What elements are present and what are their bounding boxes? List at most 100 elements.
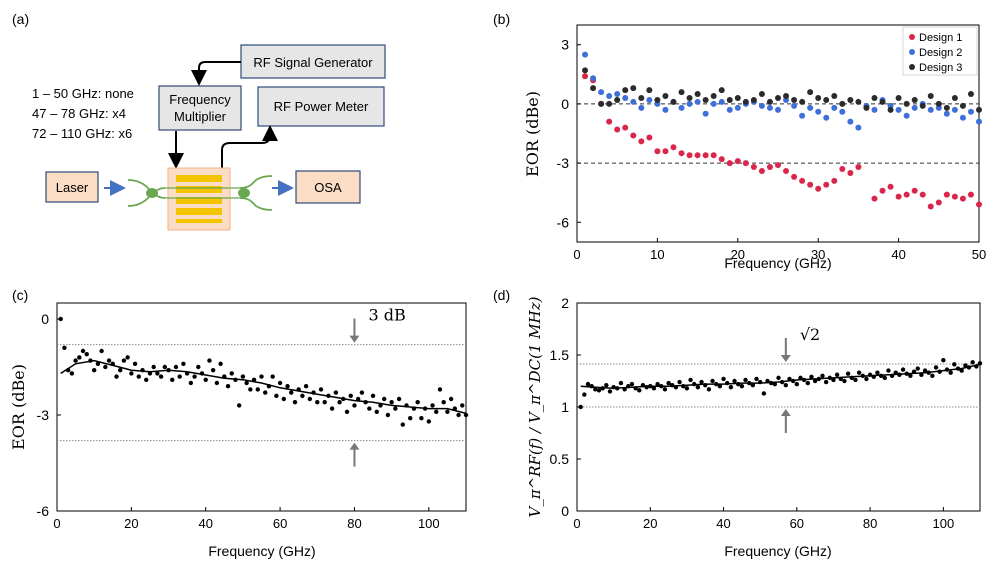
point-design-2 bbox=[823, 114, 830, 121]
data-point bbox=[463, 412, 469, 418]
data-point bbox=[963, 363, 968, 368]
point-design-3 bbox=[582, 67, 589, 74]
point-design-3 bbox=[959, 102, 966, 109]
data-point bbox=[761, 391, 767, 396]
point-design-1 bbox=[614, 126, 621, 133]
point-design-3 bbox=[919, 102, 926, 109]
trend-line bbox=[580, 363, 981, 390]
point-design-3 bbox=[702, 96, 709, 103]
laser-label: Laser bbox=[56, 180, 89, 195]
data-point bbox=[62, 345, 67, 350]
data-point bbox=[655, 381, 660, 387]
chart-d: (d) 0 20 40 60 80 100 0 0.5 1 1.5 2 √2 Frequency (… bbox=[493, 287, 983, 559]
point-design-2 bbox=[766, 104, 773, 111]
osa-label: OSA bbox=[314, 180, 342, 195]
y-tick-label: -6 bbox=[37, 503, 50, 519]
data-point bbox=[677, 379, 682, 385]
point-design-2 bbox=[646, 96, 653, 103]
data-point bbox=[151, 364, 156, 370]
chart-c: (c) 0 20 40 60 80 100 0 -3 -6 3 dB Frequency (GH… bbox=[9, 287, 469, 559]
data-point bbox=[593, 387, 598, 392]
band-note-2: 47 – 78 GHz: x4 bbox=[32, 106, 126, 121]
data-point bbox=[915, 366, 920, 371]
point-design-3 bbox=[734, 94, 741, 101]
y-tick-label: 1.5 bbox=[550, 347, 570, 363]
point-design-3 bbox=[662, 93, 669, 100]
point-design-1 bbox=[766, 164, 773, 171]
point-design-3 bbox=[815, 94, 822, 101]
point-design-3 bbox=[951, 94, 958, 101]
point-design-3 bbox=[783, 93, 790, 100]
rf-power-meter-label: RF Power Meter bbox=[274, 99, 369, 114]
point-design-3 bbox=[799, 98, 806, 105]
point-design-1 bbox=[943, 191, 950, 198]
point-design-2 bbox=[758, 102, 765, 109]
point-design-1 bbox=[654, 148, 661, 155]
chart-d-annotation: √2 bbox=[780, 325, 820, 433]
x-tick-label: 40 bbox=[198, 516, 212, 531]
data-point bbox=[415, 400, 420, 405]
data-point bbox=[393, 406, 398, 411]
data-point bbox=[132, 361, 138, 366]
data-point bbox=[69, 371, 75, 376]
annotation-label: 3 dB bbox=[368, 306, 405, 325]
y-tick-label: 1 bbox=[561, 399, 569, 415]
point-design-3 bbox=[694, 91, 701, 98]
data-point bbox=[864, 376, 869, 382]
data-point bbox=[607, 389, 613, 394]
point-design-2 bbox=[911, 104, 918, 111]
data-point bbox=[170, 377, 175, 382]
data-point bbox=[348, 393, 353, 398]
point-design-3 bbox=[879, 98, 886, 105]
point-design-2 bbox=[662, 106, 669, 113]
point-design-1 bbox=[710, 152, 717, 159]
data-point bbox=[717, 384, 723, 389]
data-point bbox=[578, 404, 583, 410]
point-design-2 bbox=[855, 124, 862, 131]
data-point bbox=[73, 358, 78, 363]
data-point bbox=[604, 382, 609, 388]
rf-power-meter-box bbox=[257, 86, 385, 127]
data-point bbox=[255, 387, 260, 392]
point-design-3 bbox=[927, 93, 934, 100]
annotation-arrowhead-up bbox=[349, 442, 360, 450]
data-point bbox=[699, 379, 704, 385]
point-design-1 bbox=[783, 167, 790, 174]
data-point bbox=[930, 373, 935, 378]
chart-c-points bbox=[58, 316, 469, 427]
data-point bbox=[99, 348, 104, 354]
point-design-3 bbox=[976, 106, 982, 113]
point-design-1 bbox=[895, 193, 902, 200]
laser-box bbox=[45, 171, 99, 203]
data-point bbox=[359, 390, 365, 395]
data-point bbox=[229, 371, 234, 376]
point-design-2 bbox=[951, 106, 958, 113]
point-design-1 bbox=[750, 164, 757, 171]
point-design-1 bbox=[702, 152, 709, 159]
data-point bbox=[706, 387, 712, 392]
point-design-2 bbox=[678, 104, 685, 111]
point-design-2 bbox=[726, 106, 733, 113]
data-point bbox=[95, 361, 101, 366]
point-design-1 bbox=[911, 187, 918, 194]
point-design-3 bbox=[646, 87, 653, 94]
point-design-1 bbox=[887, 183, 894, 190]
point-design-1 bbox=[871, 195, 878, 202]
data-point bbox=[582, 392, 587, 397]
annotation-arrowhead-down bbox=[780, 354, 791, 362]
point-design-2 bbox=[630, 98, 637, 105]
chart-b-ylabel: EOR (dBe) bbox=[523, 91, 542, 177]
point-design-3 bbox=[895, 94, 902, 101]
data-point bbox=[125, 355, 130, 360]
frequency-multiplier-label-2: Multiplier bbox=[174, 109, 227, 124]
point-design-1 bbox=[734, 158, 741, 165]
data-point bbox=[845, 371, 851, 376]
panel-label-b: (b) bbox=[493, 11, 510, 27]
point-design-2 bbox=[590, 75, 597, 82]
legend-label-design-1: Design 1 bbox=[919, 32, 962, 44]
data-point bbox=[192, 374, 197, 379]
data-point bbox=[776, 375, 781, 381]
data-point bbox=[820, 373, 825, 378]
point-design-3 bbox=[654, 96, 661, 103]
